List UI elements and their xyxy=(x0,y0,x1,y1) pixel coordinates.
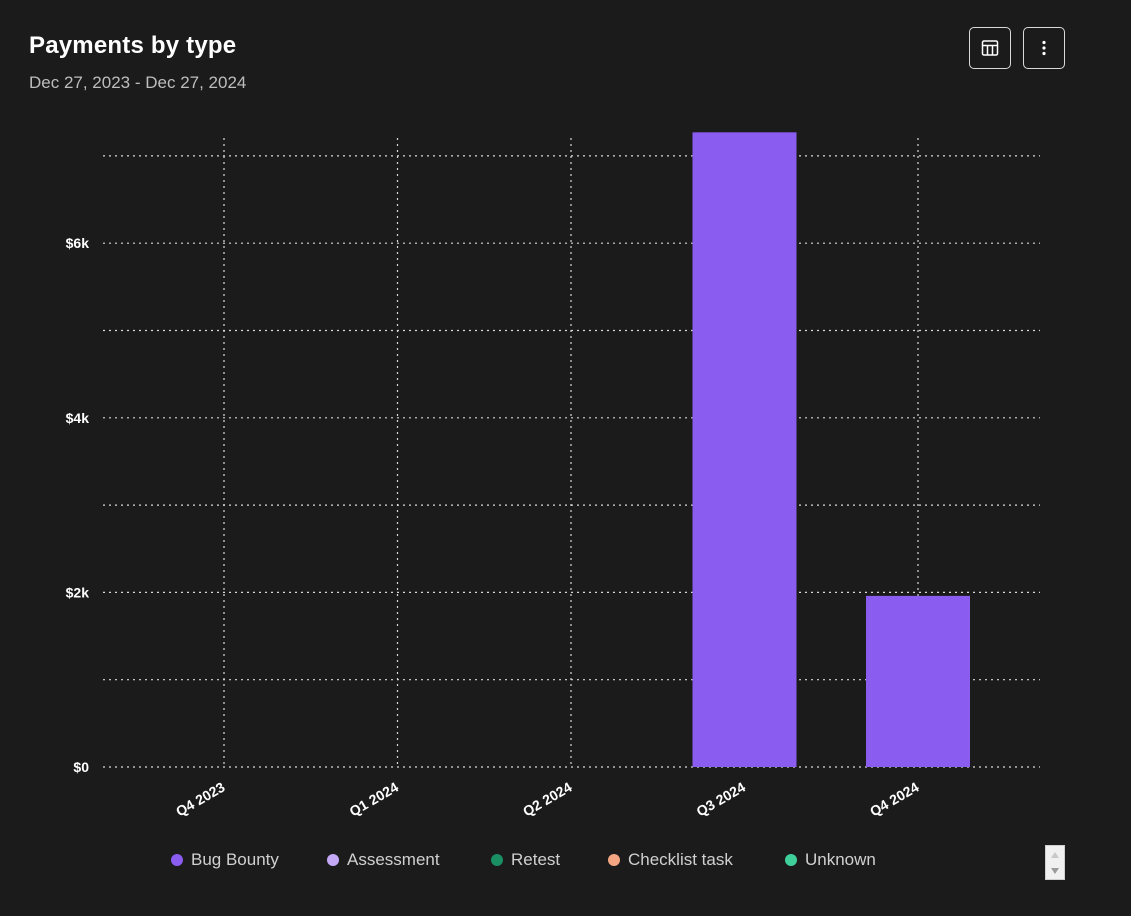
legend-scroller[interactable] xyxy=(1045,845,1065,880)
scroll-down-arrow[interactable] xyxy=(1046,863,1064,879)
legend-label: Bug Bounty xyxy=(191,850,279,869)
scroll-up-arrow[interactable] xyxy=(1046,847,1064,863)
legend-label: Checklist task xyxy=(628,850,733,869)
legend-swatch xyxy=(327,854,339,866)
legend-label: Assessment xyxy=(347,850,440,869)
chart-title: Payments by type xyxy=(29,32,237,59)
y-tick-label: $6k xyxy=(66,235,90,251)
legend-swatch xyxy=(608,854,620,866)
legend-swatch xyxy=(171,854,183,866)
y-tick-label: $2k xyxy=(66,584,90,600)
x-tick-label: Q4 2024 xyxy=(867,779,922,820)
layout-button[interactable] xyxy=(969,27,1011,69)
legend-item[interactable]: Bug Bounty xyxy=(171,850,279,870)
bar-bug-bounty xyxy=(866,595,970,767)
chart-legend: Bug Bounty Assessment Retest Checklist task… xyxy=(0,850,1131,874)
legend-swatch xyxy=(491,854,503,866)
date-range: Dec 27, 2023 - Dec 27, 2024 xyxy=(29,73,247,92)
caret-up-icon xyxy=(1051,852,1059,858)
x-tick-label: Q2 2024 xyxy=(520,779,575,820)
x-tick-label: Q3 2024 xyxy=(693,779,748,820)
y-tick-label: $4k xyxy=(66,410,90,426)
legend-item[interactable]: Assessment xyxy=(327,850,440,870)
more-options-button[interactable] xyxy=(1023,27,1065,69)
legend-label: Retest xyxy=(511,850,561,869)
legend-item[interactable]: Unknown xyxy=(785,850,876,870)
x-tick-label: Q1 2024 xyxy=(346,779,401,820)
table-layout-icon xyxy=(981,40,999,56)
legend-item[interactable]: Checklist task xyxy=(608,850,733,870)
x-tick-label: Q4 2023 xyxy=(173,779,228,820)
vertical-dots-icon xyxy=(1042,40,1046,56)
caret-down-icon xyxy=(1051,868,1059,874)
legend-item[interactable]: Retest xyxy=(491,850,560,870)
legend-swatch xyxy=(785,854,797,866)
legend-label: Unknown xyxy=(805,850,876,869)
y-tick-label: $0 xyxy=(73,759,89,775)
bar-bug-bounty xyxy=(692,132,797,768)
